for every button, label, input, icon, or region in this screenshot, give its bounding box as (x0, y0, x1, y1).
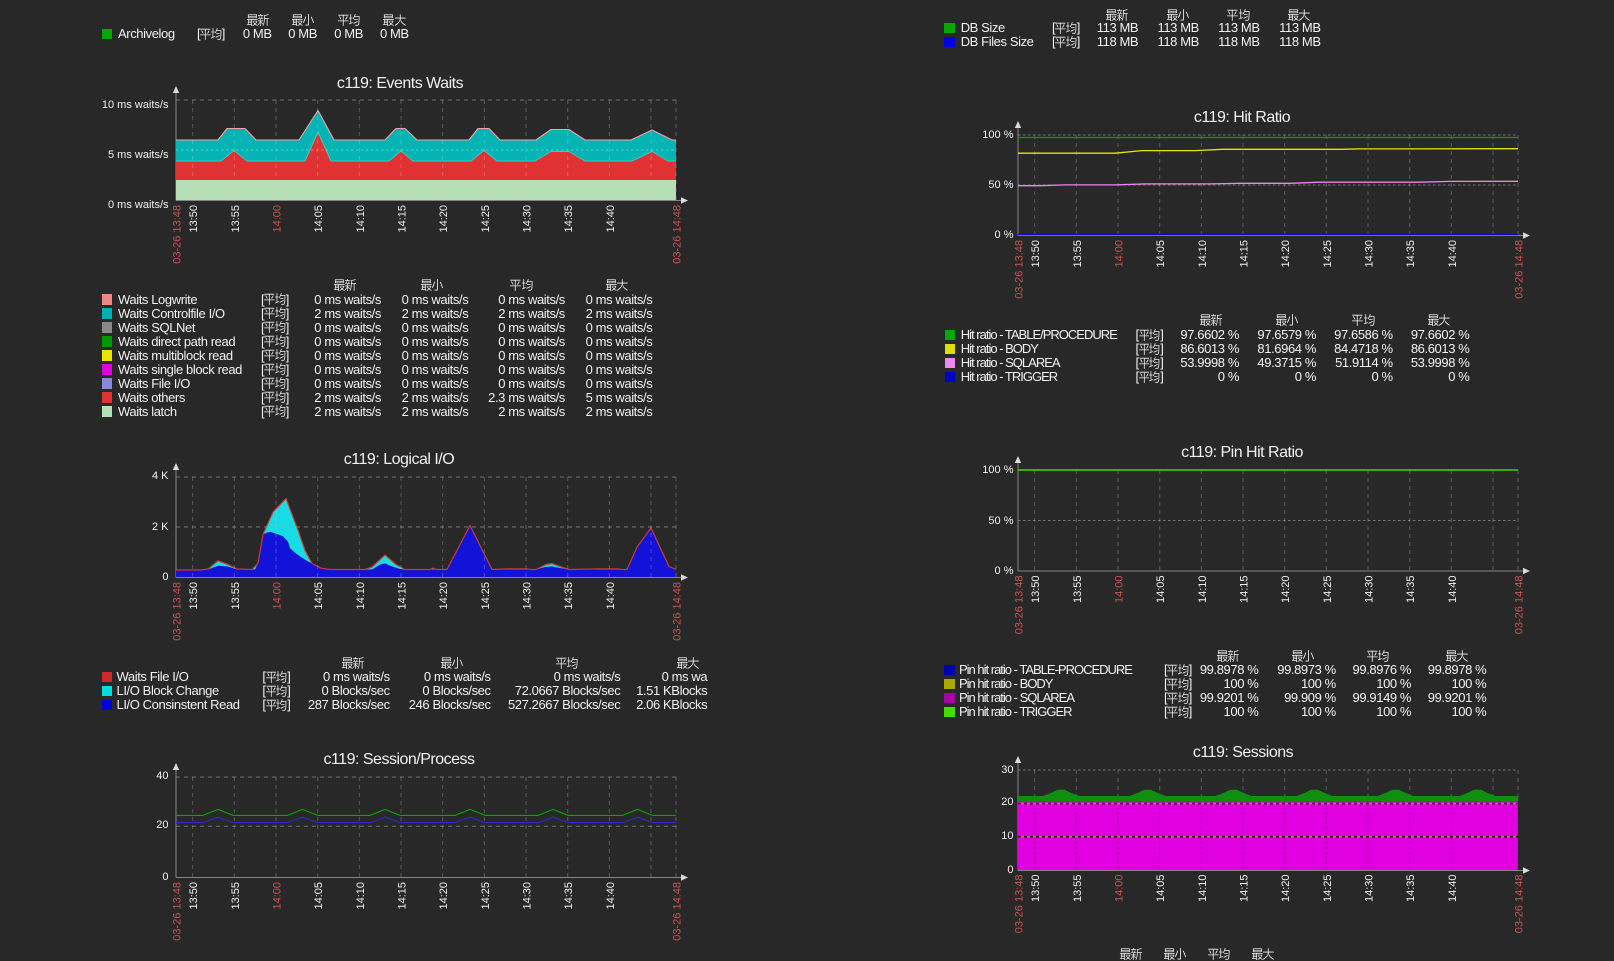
svg-text:03-26 13:48: 03-26 13:48 (172, 582, 184, 641)
svg-text:14:40: 14:40 (1447, 576, 1459, 604)
svg-text:14:30: 14:30 (1364, 576, 1376, 604)
svg-text:03-26 13:48: 03-26 13:48 (172, 205, 184, 264)
svg-text:14:00: 14:00 (272, 582, 284, 610)
svg-text:14:25: 14:25 (480, 582, 492, 610)
svg-text:14:40: 14:40 (605, 205, 617, 233)
svg-text:14:30: 14:30 (522, 582, 534, 610)
svg-text:14:20: 14:20 (1280, 240, 1292, 268)
svg-text:14:40: 14:40 (1447, 240, 1459, 268)
svg-text:14:35: 14:35 (563, 882, 575, 910)
svg-text:14:15: 14:15 (1239, 875, 1251, 903)
svg-text:13:50: 13:50 (188, 205, 200, 233)
svg-text:14:35: 14:35 (1405, 240, 1417, 268)
svg-text:14:10: 14:10 (1197, 875, 1209, 903)
svg-text:14:25: 14:25 (1322, 576, 1334, 604)
svg-text:03-26 14:48: 03-26 14:48 (1514, 240, 1526, 299)
svg-text:14:10: 14:10 (355, 205, 367, 233)
svg-text:14:05: 14:05 (1155, 240, 1167, 268)
svg-text:13:55: 13:55 (1072, 875, 1084, 903)
svg-text:14:25: 14:25 (480, 205, 492, 233)
svg-text:14:30: 14:30 (1364, 240, 1376, 268)
svg-text:14:30: 14:30 (522, 205, 534, 233)
svg-text:14:00: 14:00 (272, 882, 284, 910)
svg-text:14:35: 14:35 (1405, 875, 1417, 903)
svg-text:14:15: 14:15 (397, 582, 409, 610)
svg-text:03-26 14:48: 03-26 14:48 (672, 205, 684, 264)
svg-text:14:40: 14:40 (605, 882, 617, 910)
svg-text:13:55: 13:55 (230, 205, 242, 233)
svg-text:03-26 14:48: 03-26 14:48 (1514, 576, 1526, 635)
svg-text:14:25: 14:25 (480, 882, 492, 910)
svg-text:03-26 13:48: 03-26 13:48 (172, 882, 184, 941)
svg-text:14:00: 14:00 (1114, 576, 1126, 604)
svg-text:14:05: 14:05 (1155, 576, 1167, 604)
svg-text:13:55: 13:55 (1072, 576, 1084, 604)
svg-text:14:00: 14:00 (1114, 875, 1126, 903)
svg-text:14:15: 14:15 (1239, 240, 1251, 268)
svg-text:14:20: 14:20 (1280, 576, 1292, 604)
svg-text:14:20: 14:20 (1280, 875, 1292, 903)
svg-text:03-26 14:48: 03-26 14:48 (672, 582, 684, 641)
svg-text:13:55: 13:55 (230, 882, 242, 910)
svg-text:03-26 13:48: 03-26 13:48 (1014, 576, 1026, 635)
svg-text:03-26 13:48: 03-26 13:48 (1014, 875, 1026, 934)
svg-text:14:40: 14:40 (605, 582, 617, 610)
svg-text:13:50: 13:50 (188, 582, 200, 610)
svg-text:14:05: 14:05 (313, 882, 325, 910)
svg-text:14:40: 14:40 (1447, 875, 1459, 903)
svg-text:14:20: 14:20 (438, 205, 450, 233)
svg-text:14:20: 14:20 (438, 882, 450, 910)
svg-text:13:50: 13:50 (188, 882, 200, 910)
svg-text:14:30: 14:30 (1364, 875, 1376, 903)
svg-text:13:50: 13:50 (1030, 576, 1042, 604)
svg-text:14:00: 14:00 (272, 205, 284, 233)
svg-text:13:55: 13:55 (1072, 240, 1084, 268)
svg-text:14:30: 14:30 (522, 882, 534, 910)
svg-text:14:15: 14:15 (397, 205, 409, 233)
svg-text:14:05: 14:05 (1155, 875, 1167, 903)
svg-text:14:05: 14:05 (313, 205, 325, 233)
svg-text:14:25: 14:25 (1322, 240, 1334, 268)
svg-text:14:35: 14:35 (563, 582, 575, 610)
svg-text:14:35: 14:35 (563, 205, 575, 233)
svg-text:13:55: 13:55 (230, 582, 242, 610)
svg-text:13:50: 13:50 (1030, 240, 1042, 268)
svg-text:03-26 13:48: 03-26 13:48 (1014, 240, 1026, 299)
svg-text:03-26 14:48: 03-26 14:48 (1514, 875, 1526, 934)
svg-text:14:10: 14:10 (355, 582, 367, 610)
svg-text:14:35: 14:35 (1405, 576, 1417, 604)
svg-text:14:25: 14:25 (1322, 875, 1334, 903)
svg-text:03-26 14:48: 03-26 14:48 (672, 882, 684, 941)
svg-text:13:50: 13:50 (1030, 875, 1042, 903)
svg-text:14:20: 14:20 (438, 582, 450, 610)
svg-text:14:00: 14:00 (1114, 240, 1126, 268)
svg-text:14:10: 14:10 (355, 882, 367, 910)
svg-text:14:10: 14:10 (1197, 576, 1209, 604)
svg-text:14:15: 14:15 (397, 882, 409, 910)
svg-text:14:15: 14:15 (1239, 576, 1251, 604)
svg-text:14:05: 14:05 (313, 582, 325, 610)
svg-text:14:10: 14:10 (1197, 240, 1209, 268)
